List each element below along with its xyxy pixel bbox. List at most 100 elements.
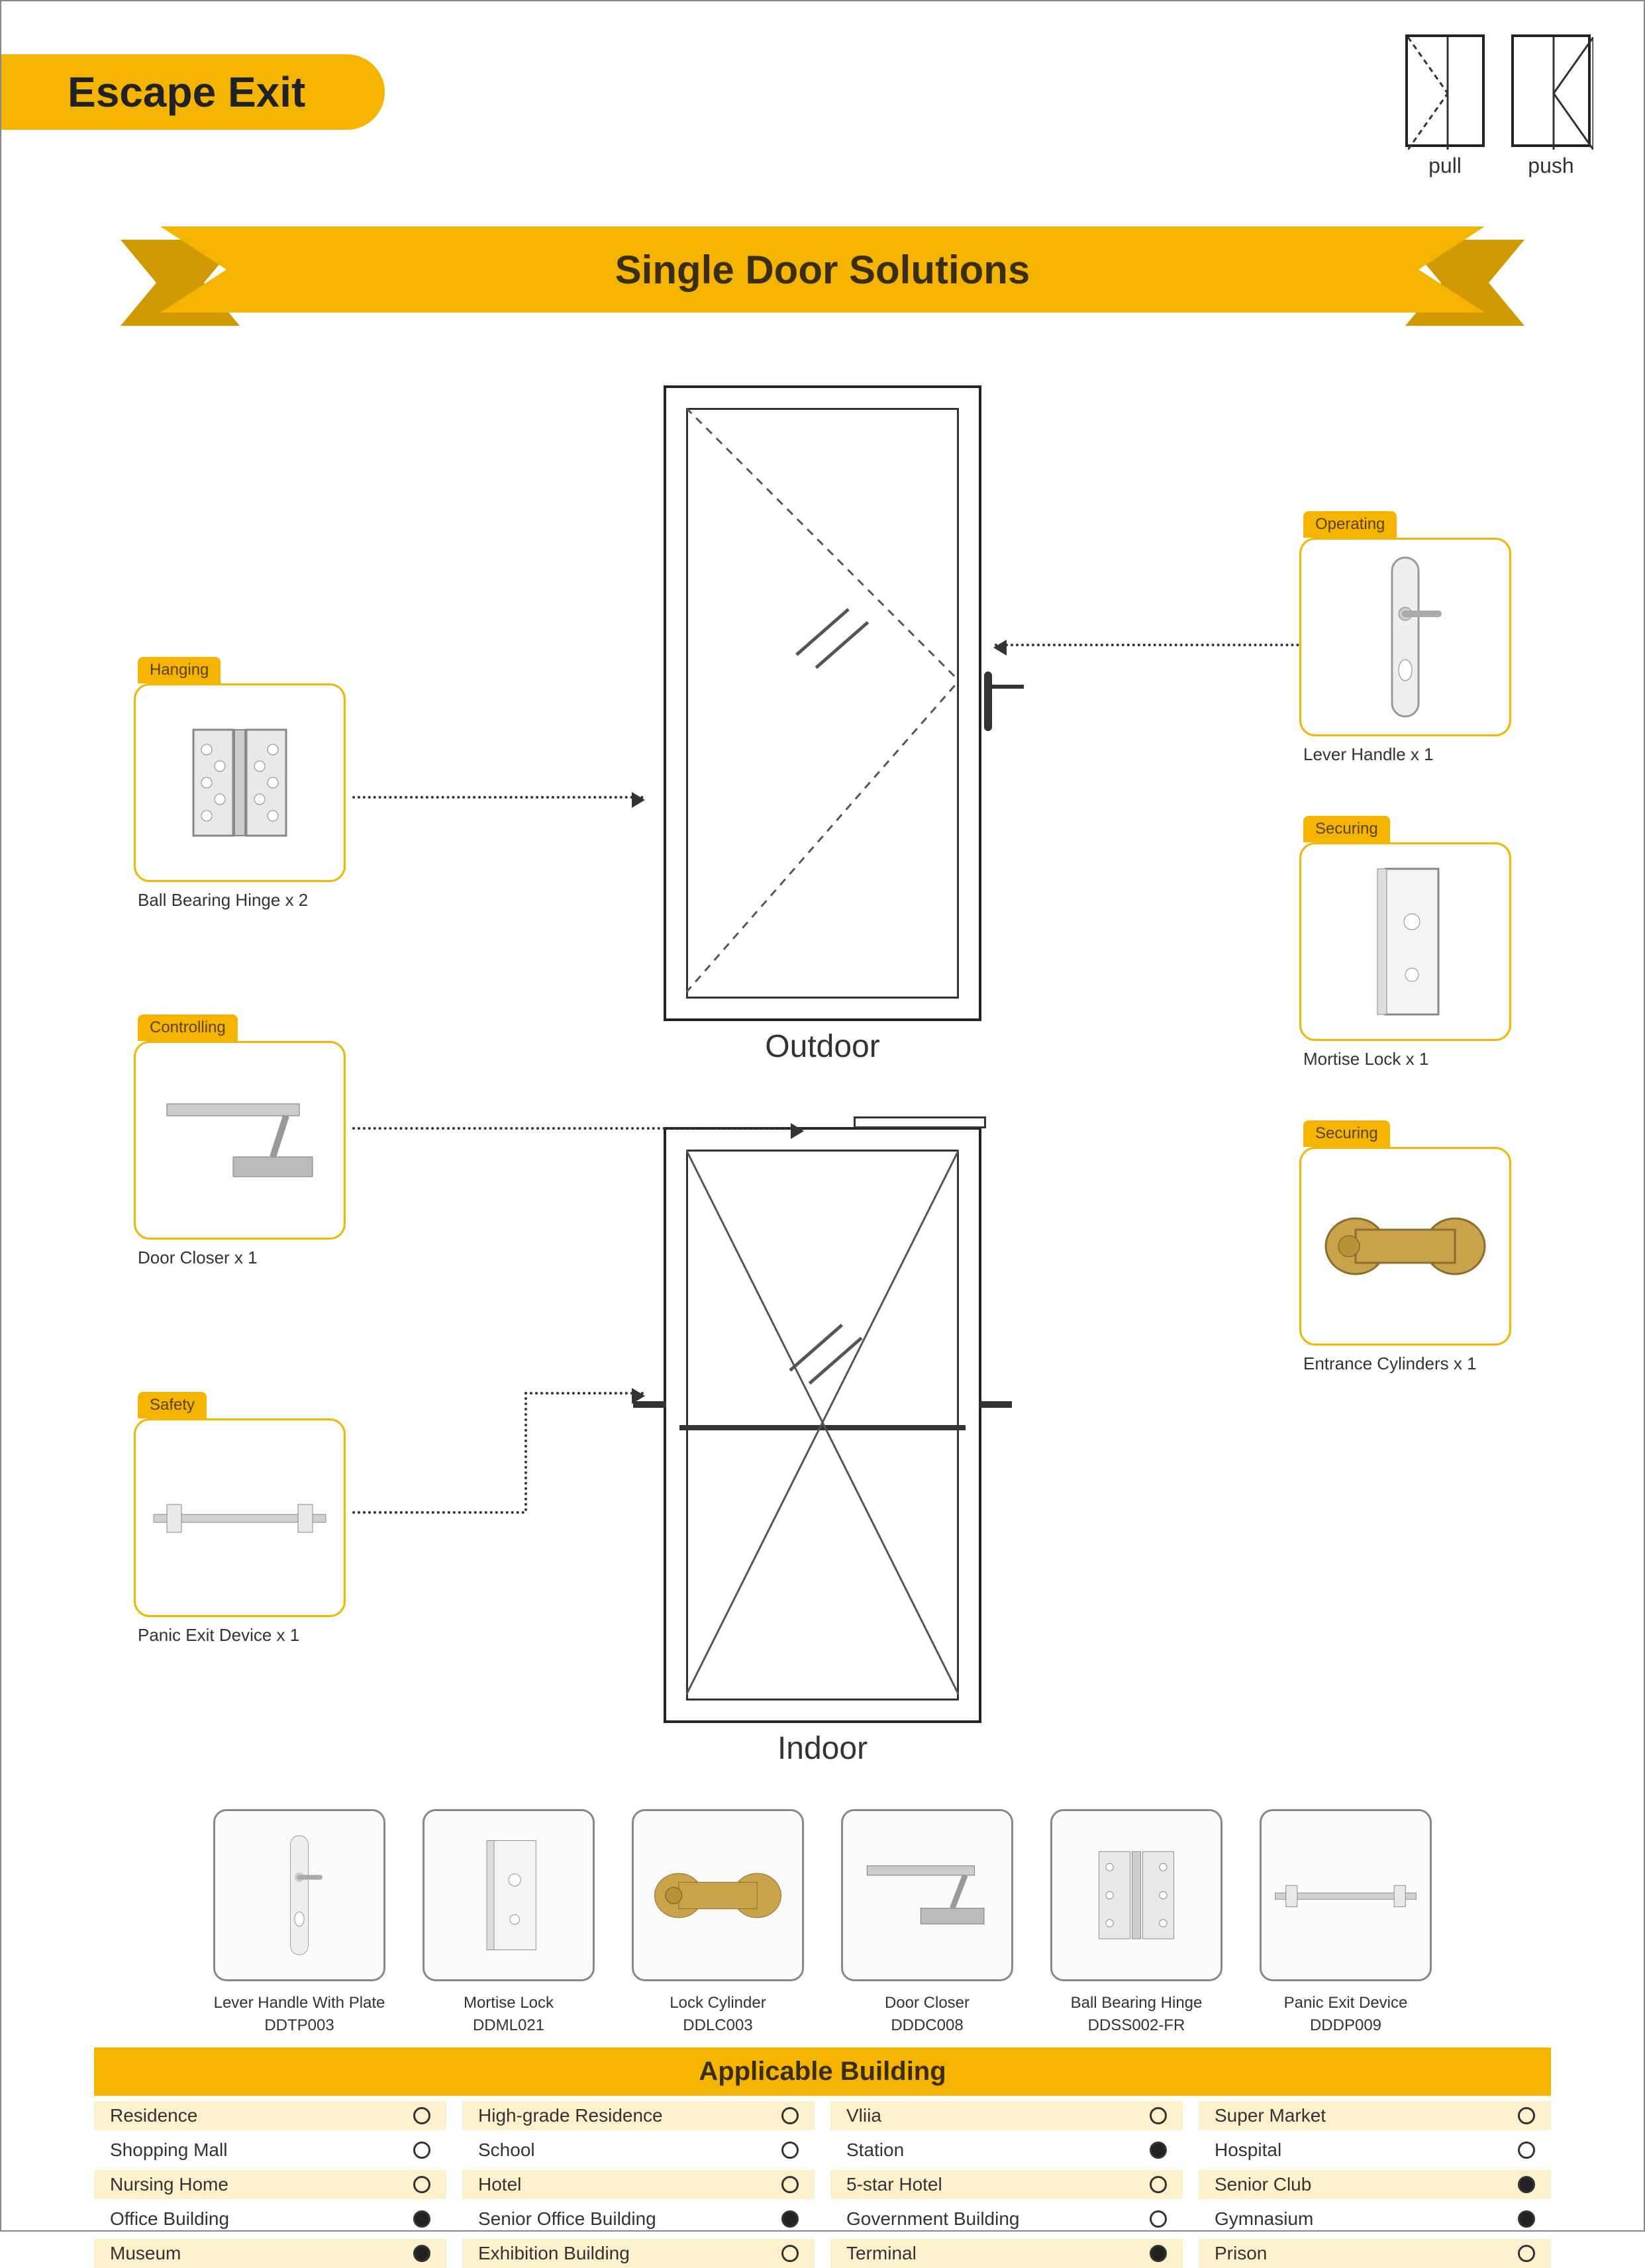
card-operating-tag: Operating bbox=[1303, 511, 1397, 538]
door-outdoor-panel bbox=[686, 408, 959, 999]
building-name: Exhibition Building bbox=[478, 2243, 630, 2264]
card-securing-cylinder: Securing Entrance Cylinders x 1 bbox=[1299, 1120, 1511, 1374]
building-indicator-icon bbox=[413, 2176, 430, 2193]
product-panic-exit-name: Panic Exit Device bbox=[1284, 1994, 1408, 2012]
section-ribbon: Single Door Solutions bbox=[160, 226, 1485, 313]
building-cell: Terminal bbox=[830, 2239, 1183, 2268]
product-door-closer: Door Closer DDDC008 bbox=[841, 1809, 1013, 2036]
card-securing-lock-caption: Mortise Lock x 1 bbox=[1299, 1049, 1511, 1069]
building-cell: Hospital bbox=[1199, 2136, 1551, 2165]
page-title-pill: Escape Exit bbox=[1, 54, 385, 130]
building-indicator-icon bbox=[1518, 2107, 1535, 2124]
building-cell: Nursing Home bbox=[94, 2170, 446, 2199]
card-controlling-frame bbox=[134, 1041, 346, 1240]
building-cell: Hotel bbox=[462, 2170, 815, 2199]
swing-push-label: push bbox=[1528, 154, 1573, 178]
door-closer-bar-icon bbox=[854, 1116, 986, 1128]
card-safety-tag: Safety bbox=[138, 1392, 207, 1418]
building-indicator-icon bbox=[781, 2210, 799, 2228]
product-lock-cylinder-icon bbox=[632, 1809, 804, 1981]
product-lever-handle: Lever Handle With PlateDDTP003 bbox=[213, 1809, 385, 2036]
product-door-closer-code: DDDC008 bbox=[891, 2016, 963, 2034]
product-door-closer-name: Door Closer bbox=[885, 1994, 970, 2012]
building-cell: Office Building bbox=[94, 2204, 446, 2234]
leader-safety-v bbox=[524, 1392, 527, 1511]
product-mortise-lock: Mortise LockDDML021 bbox=[423, 1809, 595, 2036]
card-securing-cylinder-tag: Securing bbox=[1303, 1120, 1390, 1147]
ribbon-title: Single Door Solutions bbox=[615, 247, 1030, 293]
swing-pull: pull bbox=[1405, 34, 1485, 178]
leader-safety-h bbox=[352, 1511, 524, 1514]
building-indicator-icon bbox=[781, 2142, 799, 2159]
building-indicator-icon bbox=[781, 2245, 799, 2262]
product-lever-handle-name: Lever Handle With Plate bbox=[214, 1994, 385, 2012]
building-indicator-icon bbox=[1518, 2142, 1535, 2159]
product-lock-cylinder: Lock CylinderDDLC003 bbox=[632, 1809, 804, 2036]
product-panic-exit: Panic Exit DeviceDDDP009 bbox=[1260, 1809, 1432, 2036]
building-name: Hotel bbox=[478, 2174, 521, 2195]
card-controlling-tag: Controlling bbox=[138, 1014, 238, 1041]
building-name: Nursing Home bbox=[110, 2174, 228, 2195]
building-name: Super Market bbox=[1215, 2105, 1326, 2126]
building-cell: 5-star Hotel bbox=[830, 2170, 1183, 2199]
product-ball-bearing-hinge-code: DDSS002-FR bbox=[1088, 2016, 1185, 2034]
product-ball-bearing-hinge-icon bbox=[1050, 1809, 1222, 1981]
building-name: Senior Club bbox=[1215, 2174, 1311, 2195]
building-name: School bbox=[478, 2140, 535, 2161]
building-name: Vliia bbox=[846, 2105, 881, 2126]
building-cell: Residence bbox=[94, 2101, 446, 2130]
swing-pull-label: pull bbox=[1428, 154, 1462, 178]
building-grid: Residence High-grade Residence Vliia Super … bbox=[94, 2096, 1551, 2268]
card-securing-cylinder-frame bbox=[1299, 1147, 1511, 1346]
product-mortise-lock-icon bbox=[423, 1809, 595, 1981]
swing-push: push bbox=[1511, 34, 1591, 178]
building-cell: Super Market bbox=[1199, 2101, 1551, 2130]
product-lever-handle-icon bbox=[213, 1809, 385, 1981]
building-name: Office Building bbox=[110, 2208, 229, 2230]
swing-pull-icon bbox=[1405, 34, 1485, 147]
door-outdoor-handle-icon bbox=[984, 671, 992, 731]
building-indicator-icon bbox=[1150, 2245, 1167, 2262]
door-indoor-label: Indoor bbox=[777, 1730, 868, 1767]
card-operating-frame bbox=[1299, 538, 1511, 736]
door-indoor: Indoor bbox=[664, 1127, 981, 1723]
mortise-lock-icon bbox=[1359, 862, 1452, 1021]
card-securing-lock-frame bbox=[1299, 842, 1511, 1041]
card-hanging-tag: Hanging bbox=[138, 657, 221, 683]
building-indicator-icon bbox=[413, 2107, 430, 2124]
building-indicator-icon bbox=[781, 2107, 799, 2124]
building-name: Terminal bbox=[846, 2243, 917, 2264]
building-name: Residence bbox=[110, 2105, 197, 2126]
door-closer-icon bbox=[154, 1091, 326, 1190]
building-name: Government Building bbox=[846, 2208, 1019, 2230]
door-indoor-handle-right-icon bbox=[979, 1401, 1012, 1408]
building-indicator-icon bbox=[1518, 2245, 1535, 2262]
building-name: 5-star Hotel bbox=[846, 2174, 942, 2195]
door-outdoor: Outdoor bbox=[664, 385, 981, 1021]
swing-push-icon bbox=[1511, 34, 1591, 147]
building-indicator-icon bbox=[1518, 2210, 1535, 2228]
building-indicator-icon bbox=[1150, 2210, 1167, 2228]
building-name: Hospital bbox=[1215, 2140, 1281, 2161]
building-name: Prison bbox=[1215, 2243, 1267, 2264]
product-row: Lever Handle With PlateDDTP003 Mortise L… bbox=[213, 1809, 1432, 2036]
leader-safety-tip bbox=[524, 1392, 644, 1395]
product-lock-cylinder-code: DDLC003 bbox=[683, 2016, 752, 2034]
building-name: Station bbox=[846, 2140, 904, 2161]
building-cell: Station bbox=[830, 2136, 1183, 2165]
building-indicator-icon bbox=[1150, 2176, 1167, 2193]
card-safety-frame bbox=[134, 1418, 346, 1617]
card-hanging: Hanging Ball Bearing Hinge x 2 bbox=[134, 657, 346, 911]
building-cell: Gymnasium bbox=[1199, 2204, 1551, 2234]
product-mortise-lock-code: DDML021 bbox=[473, 2016, 544, 2034]
card-securing-cylinder-caption: Entrance Cylinders x 1 bbox=[1299, 1354, 1511, 1374]
building-name: Museum bbox=[110, 2243, 181, 2264]
building-name: Gymnasium bbox=[1215, 2208, 1313, 2230]
building-cell: High-grade Residence bbox=[462, 2101, 815, 2130]
panic-bar-icon bbox=[147, 1478, 332, 1557]
leader-operating bbox=[995, 644, 1299, 646]
card-hanging-frame bbox=[134, 683, 346, 882]
product-ball-bearing-hinge-name: Ball Bearing Hinge bbox=[1071, 1994, 1203, 2012]
leader-controlling bbox=[352, 1127, 803, 1130]
card-safety-caption: Panic Exit Device x 1 bbox=[134, 1625, 346, 1646]
